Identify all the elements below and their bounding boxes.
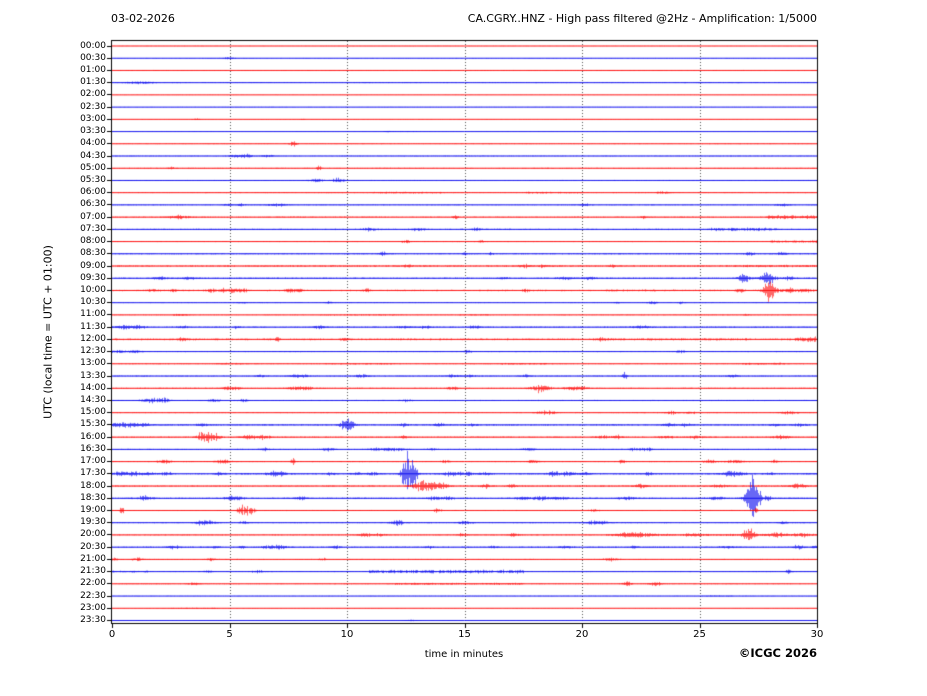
row-label-2130: 21:30 [80, 566, 106, 577]
row-label-1400: 14:00 [80, 382, 106, 393]
x-tick-label-0: 0 [108, 629, 116, 640]
row-label-1600: 16:00 [80, 431, 106, 442]
row-label-2000: 20:00 [80, 529, 106, 540]
x-tick-label-30: 30 [810, 629, 824, 640]
row-label-0730: 07:30 [80, 223, 106, 234]
row-label-1630: 16:30 [80, 443, 106, 454]
row-label-0600: 06:00 [80, 187, 106, 198]
x-tick-label-20: 20 [575, 629, 589, 640]
x-tick-label-10: 10 [340, 629, 354, 640]
row-label-0530: 05:30 [80, 174, 106, 185]
row-label-1930: 19:30 [80, 517, 106, 528]
row-label-1800: 18:00 [80, 480, 106, 491]
x-tick-label-5: 5 [226, 629, 233, 640]
row-label-2200: 22:00 [80, 578, 106, 589]
row-label-0830: 08:30 [80, 248, 106, 259]
row-label-1030: 10:30 [80, 297, 106, 308]
row-label-0200: 02:00 [80, 89, 106, 100]
row-label-0330: 03:30 [80, 126, 106, 137]
row-label-0030: 00:30 [80, 52, 106, 63]
row-label-0400: 04:00 [80, 138, 106, 149]
row-label-0100: 01:00 [80, 64, 106, 75]
row-label-0800: 08:00 [80, 236, 106, 247]
row-label-1700: 17:00 [80, 456, 106, 467]
row-label-0230: 02:30 [80, 101, 106, 112]
row-label-1430: 14:30 [80, 394, 106, 405]
row-label-0900: 09:00 [80, 260, 106, 271]
x-tick-label-15: 15 [458, 629, 471, 640]
x-tick-label-25: 25 [693, 629, 706, 640]
row-label-0000: 00:00 [80, 40, 106, 51]
row-label-1730: 17:30 [80, 468, 106, 479]
row-label-1100: 11:00 [80, 309, 106, 320]
row-label-1130: 11:30 [80, 321, 106, 332]
row-label-1000: 10:00 [80, 284, 106, 295]
row-label-0700: 07:00 [80, 211, 106, 222]
row-label-1300: 13:00 [80, 358, 106, 369]
row-label-1830: 18:30 [80, 492, 106, 503]
copyright-label: ©ICGC 2026 [738, 646, 817, 660]
row-label-2300: 23:00 [80, 602, 106, 613]
row-label-0500: 05:00 [80, 162, 106, 173]
row-label-2330: 23:30 [80, 615, 106, 625]
row-label-1900: 19:00 [80, 504, 106, 515]
row-label-1500: 15:00 [80, 407, 106, 418]
row-label-2030: 20:30 [80, 541, 106, 552]
row-label-0630: 06:30 [80, 199, 106, 210]
row-label-0300: 03:00 [80, 113, 106, 124]
row-label-1530: 15:30 [80, 419, 106, 430]
row-label-0930: 09:30 [80, 272, 106, 283]
row-label-1330: 13:30 [80, 370, 106, 381]
row-label-1200: 12:00 [80, 333, 106, 344]
row-label-1230: 12:30 [80, 346, 106, 357]
row-label-0430: 04:30 [80, 150, 106, 161]
row-label-0130: 01:30 [80, 77, 106, 88]
row-label-2230: 22:30 [80, 590, 106, 601]
row-label-2100: 21:00 [80, 553, 106, 564]
x-axis-label: time in minutes [424, 649, 504, 660]
